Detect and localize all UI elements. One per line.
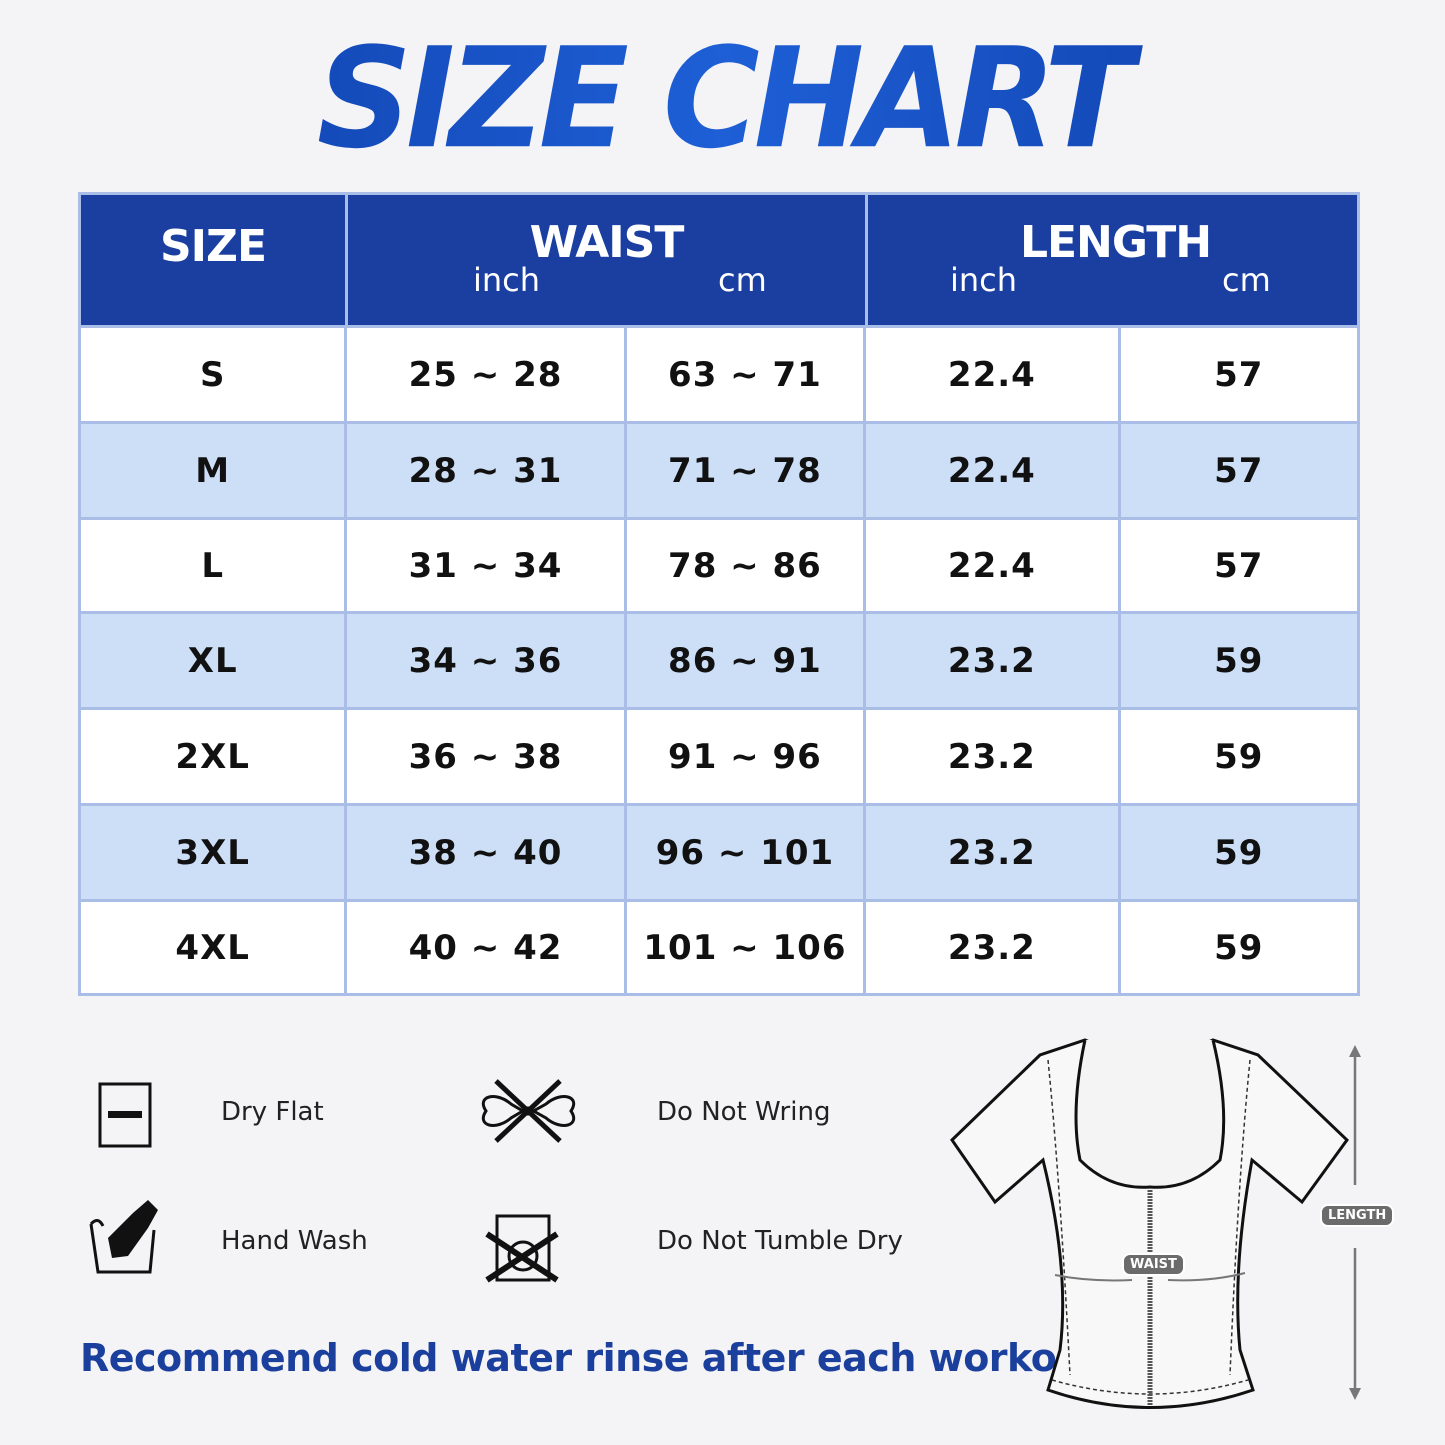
length-tag: LENGTH	[1320, 1204, 1395, 1227]
size-cell: M	[81, 424, 348, 517]
table-row: 3XL 38 ~ 40 96 ~ 101 23.2 59	[81, 803, 1357, 899]
size-cell: S	[81, 328, 348, 421]
waist-cm-cell: 96 ~ 101	[627, 806, 867, 899]
size-header-label: SIZE	[159, 221, 267, 272]
table-row: L 31 ~ 34 78 ~ 86 22.4 57	[81, 517, 1357, 611]
waist-cm-cell: 101 ~ 106	[627, 902, 867, 993]
waist-cm-cell: 91 ~ 96	[627, 710, 867, 803]
length-cm-cell: 59	[1214, 927, 1264, 968]
waist-cm-cell: 63 ~ 71	[627, 328, 867, 421]
length-cm-cell: 59	[1214, 736, 1264, 777]
waist-header-label: WAIST	[529, 217, 685, 268]
size-cell: 3XL	[81, 806, 348, 899]
length-inch-cell: 22.4	[866, 328, 1121, 421]
table-row: 4XL 40 ~ 42 101 ~ 106 23.2 59	[81, 899, 1357, 993]
header-waist: WAIST inch cm	[348, 195, 868, 325]
dry-flat-icon	[98, 1082, 152, 1148]
waist-inch-cell: 28 ~ 31	[347, 424, 627, 517]
waist-inch-cell: 40 ~ 42	[347, 902, 627, 993]
waist-cm-cell: 78 ~ 86	[627, 520, 867, 611]
length-cm-cell: 59	[1214, 640, 1264, 681]
waist-cm-cell: 86 ~ 91	[627, 614, 867, 707]
waist-inch-label: inch	[473, 261, 541, 299]
header-length: LENGTH inch cm	[868, 195, 1363, 325]
care-label-dry-flat: Dry Flat	[221, 1097, 324, 1127]
length-cm-cell: 59	[1214, 832, 1264, 873]
table-row: 2XL 36 ~ 38 91 ~ 96 23.2 59	[81, 707, 1357, 803]
length-cm-cell: 57	[1214, 450, 1264, 491]
waist-cm-label: cm	[718, 261, 767, 299]
length-cm-cell: 57	[1214, 545, 1264, 586]
care-label-hand-wash: Hand Wash	[221, 1226, 368, 1256]
table-row: XL 34 ~ 36 86 ~ 91 23.2 59	[81, 611, 1357, 707]
table-row: M 28 ~ 31 71 ~ 78 22.4 57	[81, 421, 1357, 517]
care-label-do-not-wring: Do Not Wring	[657, 1097, 831, 1127]
length-inch-cell: 23.2	[866, 614, 1121, 707]
care-label-do-not-tumble-dry: Do Not Tumble Dry	[657, 1226, 903, 1256]
size-cell: L	[81, 520, 348, 611]
waist-cm-cell: 71 ~ 78	[627, 424, 867, 517]
length-cm-label: cm	[1222, 261, 1271, 299]
size-table: SIZE WAIST inch cm LENGTH inch cm S 25 ~ …	[78, 192, 1360, 996]
size-cell: 2XL	[81, 710, 348, 803]
length-inch-label: inch	[950, 261, 1018, 299]
length-inch-cell: 22.4	[866, 520, 1121, 611]
length-inch-cell: 23.2	[866, 806, 1121, 899]
do-not-wring-icon	[482, 1079, 575, 1143]
do-not-tumble-dry-icon	[485, 1214, 559, 1283]
size-cell: XL	[81, 614, 348, 707]
length-inch-cell: 23.2	[866, 902, 1121, 993]
waist-inch-cell: 38 ~ 40	[347, 806, 627, 899]
waist-tag: WAIST	[1122, 1253, 1185, 1276]
waist-inch-cell: 36 ~ 38	[347, 710, 627, 803]
header-size: SIZE	[81, 195, 348, 325]
page-title: SIZE CHART	[0, 18, 1445, 180]
length-header-label: LENGTH	[1019, 217, 1212, 268]
garment-diagram	[950, 1038, 1361, 1409]
length-inch-cell: 23.2	[866, 710, 1121, 803]
waist-inch-cell: 31 ~ 34	[347, 520, 627, 611]
length-cm-cell: 57	[1214, 354, 1264, 395]
care-recommendation: Recommend cold water rinse after each wo…	[80, 1336, 1115, 1380]
length-inch-cell: 22.4	[866, 424, 1121, 517]
size-cell: 4XL	[81, 902, 348, 993]
table-header: SIZE WAIST inch cm LENGTH inch cm	[81, 195, 1357, 325]
waist-inch-cell: 25 ~ 28	[347, 328, 627, 421]
hand-wash-icon	[89, 1200, 158, 1274]
table-row: S 25 ~ 28 63 ~ 71 22.4 57	[81, 325, 1357, 421]
waist-inch-cell: 34 ~ 36	[347, 614, 627, 707]
